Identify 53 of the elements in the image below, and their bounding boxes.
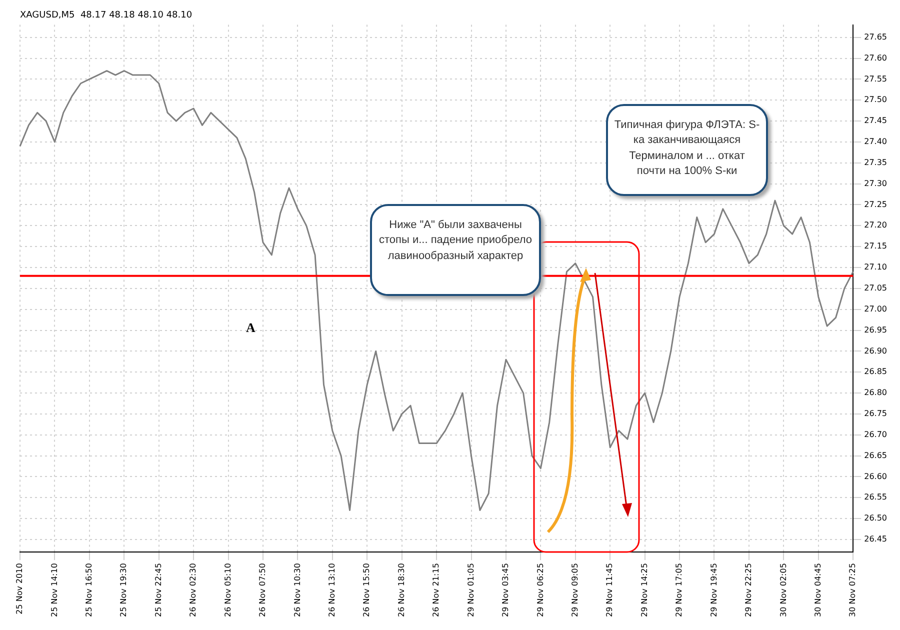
x-tick-label: 30 Nov 02:05 (778, 563, 788, 618)
annotation: A (246, 320, 256, 336)
x-tick-label: 25 Nov 19:30 (119, 563, 128, 618)
x-tick-label: 26 Nov 15:50 (362, 563, 372, 618)
x-tick-label: 29 Nov 01:05 (466, 563, 476, 618)
y-tick-label: 26.90 (864, 346, 888, 356)
y-tick-label: 27.40 (864, 137, 888, 146)
chart-title: XAGUSD,M5 48.17 48.18 48.10 48.10 (20, 10, 192, 21)
y-tick-label: 26.45 (864, 534, 888, 544)
y-tick-label: 27.10 (864, 262, 888, 272)
y-tick-label: 27.45 (864, 116, 888, 126)
y-tick-label: 27.30 (864, 178, 888, 188)
x-tick-label: 26 Nov 18:30 (396, 563, 406, 618)
x-tick-label: 29 Nov 14:25 (640, 563, 649, 618)
y-tick-label: 27.25 (864, 200, 888, 209)
y-tick-label: 26.95 (864, 325, 888, 334)
x-tick-label: 29 Nov 06:25 (536, 563, 545, 618)
x-tick-label: 26 Nov 21:15 (432, 563, 441, 618)
y-tick-label: 27.60 (864, 53, 888, 62)
x-tick-label: 26 Nov 10:30 (292, 563, 302, 618)
x-tick-label: 25 Nov 14:10 (50, 563, 59, 618)
y-tick-label: 27.35 (864, 158, 888, 167)
x-tick-label: 30 Nov 04:45 (813, 563, 822, 618)
x-tick-label: 29 Nov 19:45 (709, 563, 718, 618)
y-tick-label: 27.05 (864, 284, 888, 293)
y-tick-label: 26.60 (864, 472, 888, 481)
y-tick-label: 26.70 (864, 430, 888, 439)
x-tick-label: 26 Nov 13:10 (327, 563, 336, 618)
x-tick-label: 26 Nov 07:50 (258, 563, 268, 618)
y-tick-label: 27.50 (864, 95, 888, 104)
y-tick-label: 26.65 (864, 450, 888, 460)
y-tick-label: 27.20 (864, 220, 888, 230)
x-tick-label: 29 Nov 11:45 (605, 563, 614, 618)
x-tick-label: 25 Nov 16:50 (84, 563, 94, 618)
y-tick-label: 26.55 (864, 492, 888, 502)
y-tick-label: 27.15 (864, 242, 888, 251)
x-tick-label: 26 Nov 05:10 (223, 563, 232, 618)
x-tick-label: 25 Nov 2010 (15, 563, 24, 614)
x-tick-label: 30 Nov 07:25 (848, 563, 858, 618)
y-tick-label: 27.55 (864, 74, 888, 84)
x-tick-label: 29 Nov 22:25 (744, 563, 754, 618)
y-tick-label: 26.50 (864, 514, 888, 523)
y-tick-label: 26.75 (864, 409, 888, 418)
x-tick-label: 29 Nov 17:05 (674, 563, 684, 618)
x-tick-label: 29 Nov 03:45 (501, 563, 510, 618)
x-tick-label: 26 Nov 02:30 (188, 563, 198, 618)
x-tick-label: 29 Nov 09:05 (570, 563, 580, 618)
y-tick-label: 27.65 (864, 32, 888, 42)
y-tick-label: 26.80 (864, 388, 888, 398)
y-tick-label: 26.85 (864, 367, 888, 376)
annotation: Ниже "А" были захвачены стопы и... падение приобрело лавинообразный характер (378, 218, 533, 264)
y-tick-label: 27.00 (864, 304, 888, 314)
x-tick-label: 25 Nov 22:45 (154, 563, 163, 618)
